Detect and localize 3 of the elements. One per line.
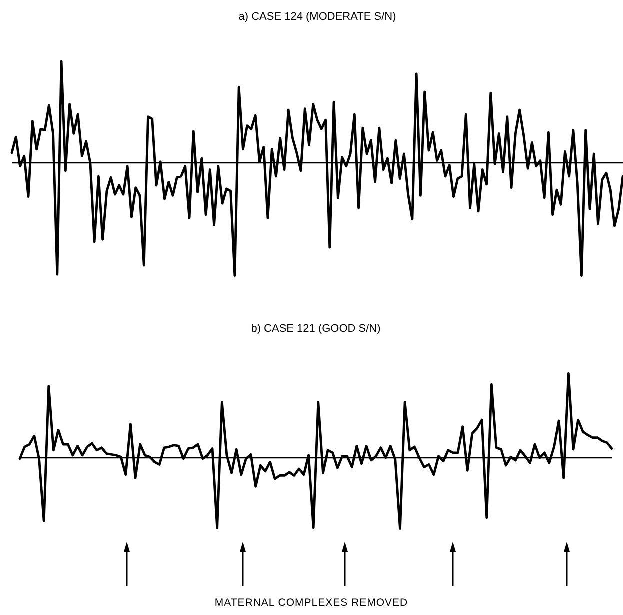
text: MATERNAL COMPLEXES REMOVED <box>214 597 410 609</box>
chart-title: b) CASE 121 (GOOD S/N) <box>251 323 381 335</box>
chart-title: a) CASE 124 (MODERATE S/N) <box>238 11 396 23</box>
